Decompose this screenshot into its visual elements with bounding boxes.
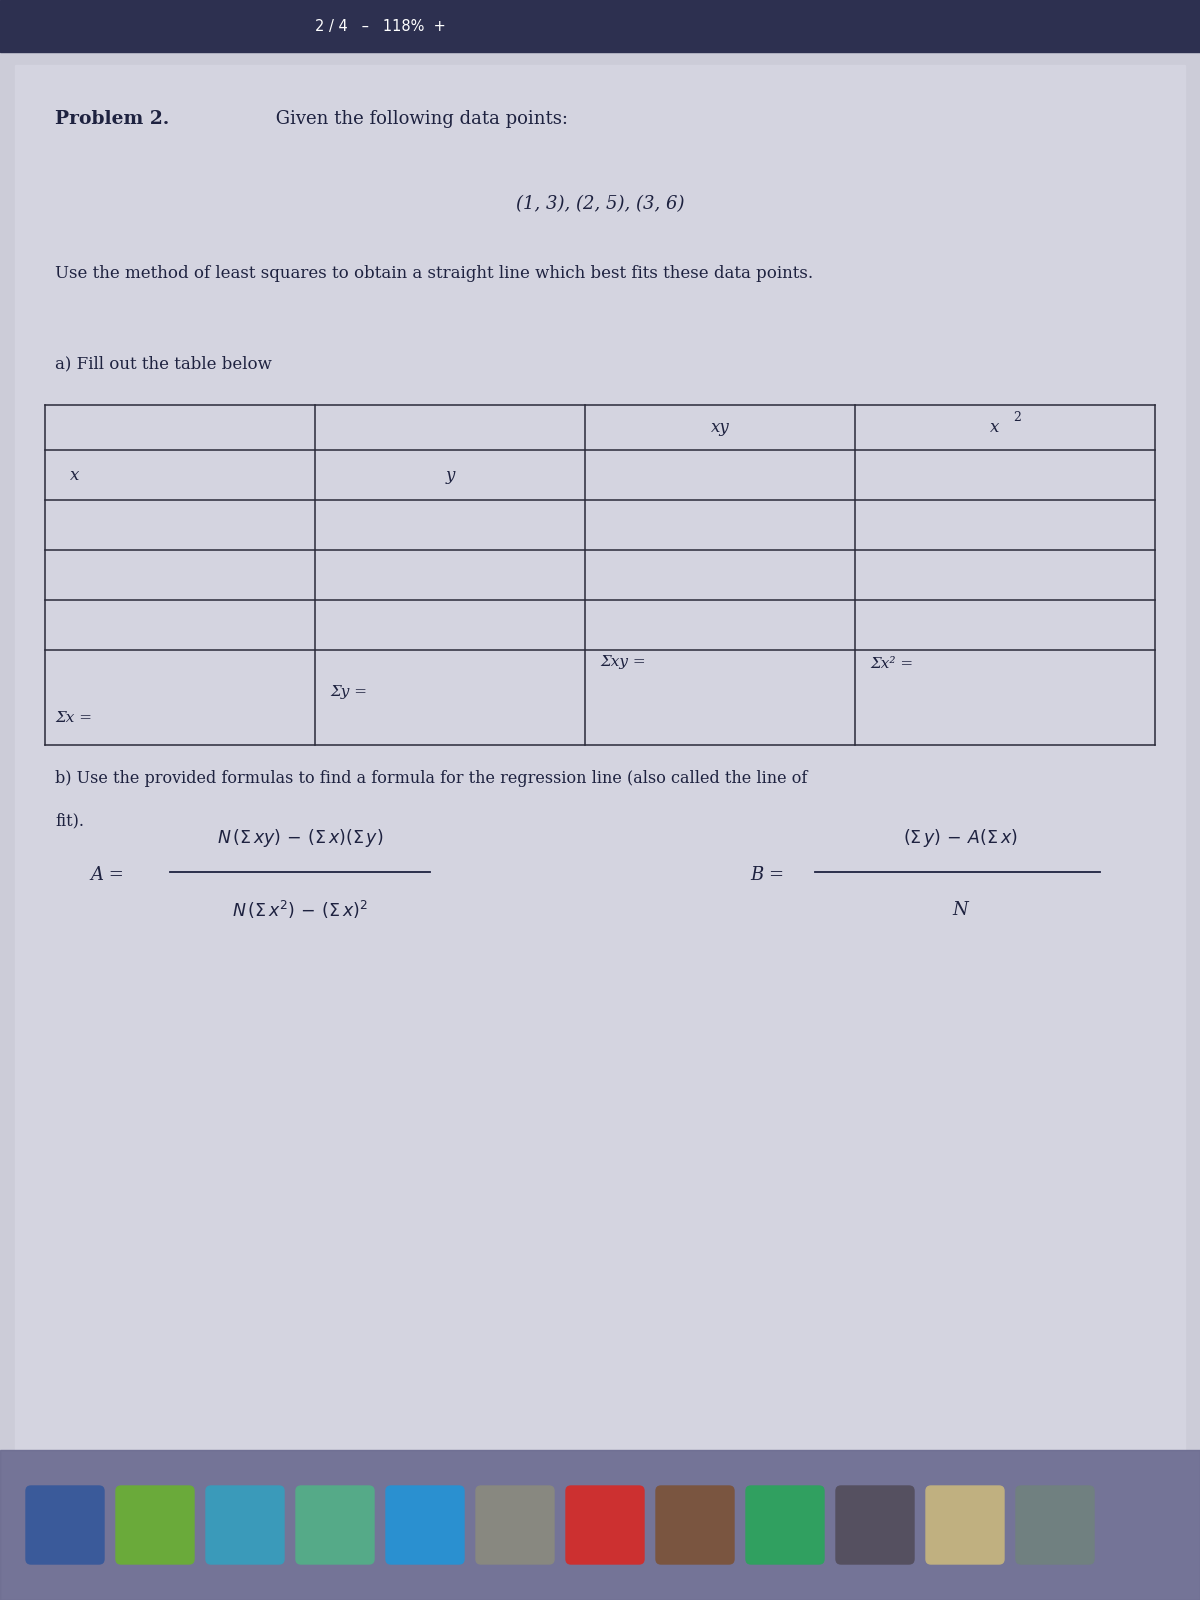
Text: A =: A = xyxy=(90,866,124,883)
Text: (1, 3), (2, 5), (3, 6): (1, 3), (2, 5), (3, 6) xyxy=(516,195,684,213)
FancyBboxPatch shape xyxy=(116,1486,194,1565)
Bar xyxy=(14,66,1186,1450)
FancyBboxPatch shape xyxy=(296,1486,374,1565)
Text: Σy =: Σy = xyxy=(330,685,367,699)
Text: xy: xy xyxy=(710,419,730,435)
FancyBboxPatch shape xyxy=(386,1486,464,1565)
FancyBboxPatch shape xyxy=(206,1486,284,1565)
FancyBboxPatch shape xyxy=(656,1486,734,1565)
FancyBboxPatch shape xyxy=(746,1486,824,1565)
Text: N: N xyxy=(952,901,968,918)
Text: 2: 2 xyxy=(1013,411,1021,424)
Text: Problem 2.: Problem 2. xyxy=(55,110,169,128)
Text: fit).: fit). xyxy=(55,811,84,829)
Text: Σxy =: Σxy = xyxy=(600,654,646,669)
Text: Σx =: Σx = xyxy=(55,710,92,725)
FancyBboxPatch shape xyxy=(836,1486,914,1565)
Bar xyxy=(0,1450,1200,1600)
Text: b) Use the provided formulas to find a formula for the regression line (also cal: b) Use the provided formulas to find a f… xyxy=(55,770,808,787)
Text: x: x xyxy=(990,419,1000,435)
Text: $N\,(\Sigma\, x^2)\,-\,(\Sigma\, x)^2$: $N\,(\Sigma\, x^2)\,-\,(\Sigma\, x)^2$ xyxy=(232,899,368,922)
Text: $N\,(\Sigma\, xy)\,-\,(\Sigma\, x)(\Sigma\, y)$: $N\,(\Sigma\, xy)\,-\,(\Sigma\, x)(\Sigm… xyxy=(217,827,383,850)
Text: x: x xyxy=(70,467,79,483)
FancyBboxPatch shape xyxy=(1016,1486,1094,1565)
Text: Given the following data points:: Given the following data points: xyxy=(270,110,568,128)
Text: 2 / 4   –   118%  +: 2 / 4 – 118% + xyxy=(314,19,445,34)
Text: a) Fill out the table below: a) Fill out the table below xyxy=(55,355,272,371)
FancyBboxPatch shape xyxy=(926,1486,1004,1565)
Text: y: y xyxy=(445,467,455,483)
Text: Use the method of least squares to obtain a straight line which best fits these : Use the method of least squares to obtai… xyxy=(55,266,814,282)
FancyBboxPatch shape xyxy=(566,1486,644,1565)
FancyBboxPatch shape xyxy=(26,1486,104,1565)
FancyBboxPatch shape xyxy=(476,1486,554,1565)
Text: $(\Sigma\, y)\,-\,A(\Sigma\, x)$: $(\Sigma\, y)\,-\,A(\Sigma\, x)$ xyxy=(902,827,1018,850)
Text: B =: B = xyxy=(750,866,784,883)
Text: Σx² =: Σx² = xyxy=(870,656,913,670)
Bar xyxy=(0,0,1200,51)
